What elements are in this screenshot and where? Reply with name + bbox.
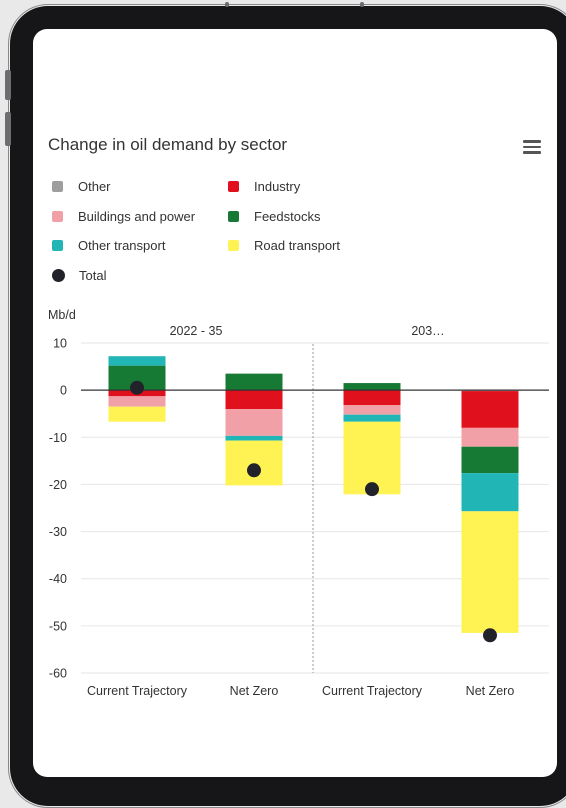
legend-item-other[interactable]: Other (52, 179, 111, 194)
y-tick-label: -30 (49, 525, 67, 539)
bar-segment-other-transport (108, 356, 166, 366)
total-marker (483, 628, 497, 643)
legend-item-industry[interactable]: Industry (228, 179, 300, 194)
volume-up-button (5, 70, 11, 100)
y-tick-label: -60 (49, 667, 67, 681)
total-marker (130, 380, 144, 395)
y-tick-label: 0 (60, 384, 67, 398)
legend-label: Feedstocks (254, 209, 321, 224)
legend-label: Industry (254, 179, 301, 194)
bar-segment-buildings-and-power (343, 405, 401, 415)
legend-marker-feedstocks (228, 211, 239, 222)
total-marker (365, 482, 379, 497)
bar-segment-feedstocks (225, 373, 283, 391)
bar-segment-buildings-and-power (461, 427, 519, 447)
y-axis-label: Mb/d (48, 308, 76, 322)
group-label: 203… (411, 324, 444, 338)
bar-segment-buildings-and-power (108, 396, 166, 407)
legend-marker-other-transport (52, 240, 63, 251)
top-sensor-right (360, 2, 364, 7)
bar-segment-feedstocks (461, 446, 519, 474)
legend-label: Road transport (254, 238, 340, 253)
legend-marker-road-transport (228, 240, 239, 251)
stacked-bar-chart: 10 0 -10 -20 -30 -40 -50 -60 Mb/d 2022 - 35 203… Cu… (48, 308, 549, 698)
legend-marker-buildings-and-power (52, 211, 63, 222)
y-tick-label: -50 (49, 619, 67, 633)
legend-label: Other transport (78, 238, 166, 253)
bar-segment-other-transport (343, 414, 401, 422)
bar-segment-industry (461, 391, 519, 428)
bar-segment-road-transport (108, 406, 166, 422)
x-category-label: Current Trajectory (87, 684, 188, 698)
bar-segment-buildings-and-power (225, 409, 283, 436)
bar-segment-road-transport (461, 511, 519, 633)
bar-segment-feedstocks (343, 383, 401, 391)
legend-label: Total (79, 268, 107, 283)
legend-label: Buildings and power (78, 209, 196, 224)
legend-item-other-transport[interactable]: Other transport (52, 238, 165, 253)
x-category-label: Net Zero (466, 684, 515, 698)
bar-segment-industry (343, 390, 401, 406)
legend-label: Other (78, 179, 111, 194)
y-tick-label: -40 (49, 572, 67, 586)
legend-marker-industry (228, 181, 239, 192)
group-label: 2022 - 35 (170, 324, 223, 338)
bar-segment-road-transport (225, 440, 283, 486)
legend-marker-other (52, 181, 63, 192)
legend-item-total[interactable]: Total (52, 268, 106, 283)
legend-item-road-transport[interactable]: Road transport (228, 238, 340, 253)
y-tick-label: -20 (49, 478, 67, 492)
legend-item-buildings-and-power[interactable]: Buildings and power (52, 209, 195, 224)
x-category-label: Net Zero (230, 684, 279, 698)
top-sensor-left (225, 2, 229, 7)
y-tick-label: 10 (53, 337, 67, 351)
volume-down-button (5, 112, 11, 146)
bar-segment-industry (225, 390, 283, 409)
bar-segment-other-transport (461, 473, 519, 512)
legend-marker-total (52, 269, 65, 282)
total-marker (247, 463, 261, 478)
legend-item-feedstocks[interactable]: Feedstocks (228, 209, 320, 224)
x-category-label: Current Trajectory (322, 684, 423, 698)
chart-title: Change in oil demand by sector (48, 135, 288, 154)
bar-segment-other-transport (225, 435, 283, 441)
y-tick-label: -10 (49, 431, 67, 445)
hamburger-menu-icon[interactable] (523, 140, 541, 154)
tablet-screen: Change in oil demand by sector Other Indu… (33, 29, 557, 777)
